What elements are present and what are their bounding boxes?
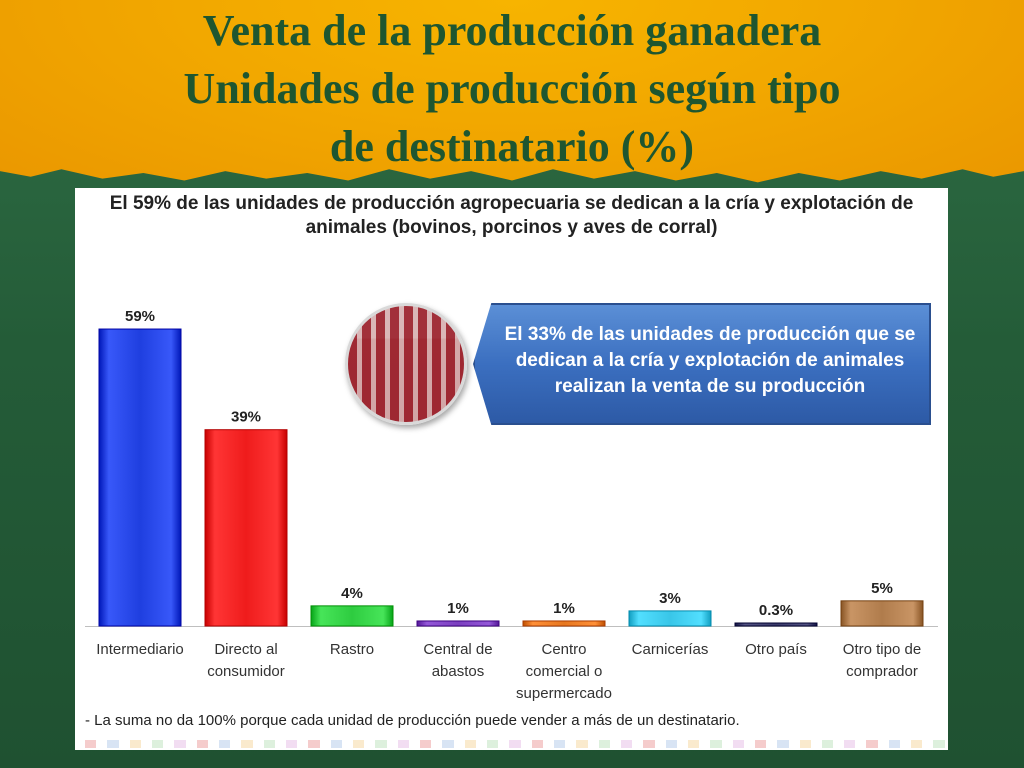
chart-panel: El 59% de las unidades de producción agr… [75, 188, 948, 750]
data-label: 39% [231, 409, 261, 426]
callout-text-line: realizan la venta de su producción [554, 376, 866, 397]
panel-header-line: El 59% de las unidades de producción agr… [109, 193, 914, 214]
callout-text-line: dedican a la cría y explotación de anima… [515, 350, 905, 371]
meat-carcass-photo [345, 303, 467, 425]
title-banner [0, 0, 1024, 183]
bar [416, 620, 500, 627]
bar [310, 605, 394, 627]
category-label: Centro comercial o supermercado [516, 641, 612, 702]
panel-header-line: animales (bovinos, porcinos y aves de co… [305, 217, 718, 238]
category-label: Carnicerías [632, 641, 709, 658]
data-label: 1% [447, 600, 469, 617]
bar [204, 429, 288, 627]
callout-text: El 33% de las unidades de producción que… [490, 322, 930, 400]
panel-header: El 59% de las unidades de producción agr… [75, 192, 948, 240]
decorative-strip [85, 738, 945, 750]
slide-title-line: de destinatario (%) [329, 122, 695, 171]
data-label: 1% [553, 600, 575, 617]
data-label: 5% [871, 580, 893, 597]
category-label: Otro país [745, 641, 807, 658]
bar [98, 328, 182, 627]
data-label: 0.3% [759, 602, 793, 619]
slide-title-line: Unidades de producción según tipo [183, 64, 841, 113]
callout-text-line: El 33% de las unidades de producción que… [504, 324, 916, 345]
bar [734, 622, 818, 627]
footnote: - La suma no da 100% porque cada unidad … [85, 712, 740, 729]
callout: El 33% de las unidades de producción que… [345, 300, 935, 428]
slide-title-line: Venta de la producción ganadera [202, 6, 822, 55]
category-label: Intermediario [96, 641, 184, 658]
bar [840, 600, 924, 627]
bar [522, 620, 606, 627]
callout-arrow-box [473, 303, 931, 425]
category-label: Rastro [330, 641, 374, 658]
bar [628, 610, 712, 627]
slide-title: Venta de la producción ganadera Unidades… [60, 2, 964, 176]
category-label: Otro tipo de comprador [843, 641, 921, 680]
bar-chart: 59% Intermediario 39% Directo al consumidor 4… [85, 308, 938, 702]
data-label: 3% [659, 590, 681, 607]
category-label: Directo al consumidor [207, 641, 285, 680]
data-label: 59% [125, 308, 155, 325]
category-label: Central de abastos [423, 641, 492, 680]
data-label: 4% [341, 585, 363, 602]
